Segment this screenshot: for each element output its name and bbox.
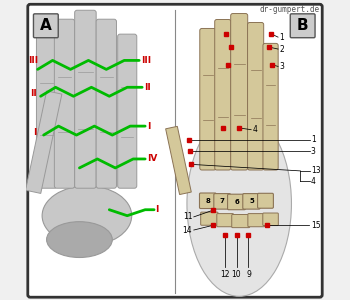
FancyBboxPatch shape <box>36 28 57 188</box>
FancyBboxPatch shape <box>258 193 273 208</box>
FancyBboxPatch shape <box>118 34 137 188</box>
Text: 10: 10 <box>232 270 242 279</box>
FancyBboxPatch shape <box>290 14 315 38</box>
Text: 4: 4 <box>253 125 258 134</box>
Text: 7: 7 <box>220 198 225 204</box>
Ellipse shape <box>47 222 112 257</box>
Text: 12: 12 <box>220 270 229 279</box>
FancyBboxPatch shape <box>96 19 117 188</box>
Text: 3: 3 <box>280 62 285 71</box>
Text: 14: 14 <box>183 226 192 235</box>
FancyBboxPatch shape <box>231 14 248 170</box>
FancyBboxPatch shape <box>201 212 218 225</box>
FancyBboxPatch shape <box>200 28 216 170</box>
Text: IV: IV <box>147 154 157 164</box>
FancyBboxPatch shape <box>34 14 58 38</box>
Polygon shape <box>166 126 191 194</box>
Ellipse shape <box>42 186 132 246</box>
Text: A: A <box>40 18 52 33</box>
Text: I: I <box>147 122 150 130</box>
Text: I: I <box>33 128 36 136</box>
Text: 11: 11 <box>183 212 192 221</box>
Text: 9: 9 <box>246 270 251 279</box>
FancyBboxPatch shape <box>75 10 96 188</box>
FancyBboxPatch shape <box>232 214 250 228</box>
FancyBboxPatch shape <box>214 194 231 209</box>
Text: 1: 1 <box>311 135 316 144</box>
Text: 1: 1 <box>280 33 284 42</box>
FancyBboxPatch shape <box>28 4 322 297</box>
FancyBboxPatch shape <box>217 214 233 227</box>
Text: 3: 3 <box>311 147 316 156</box>
FancyBboxPatch shape <box>263 213 278 226</box>
FancyBboxPatch shape <box>54 19 75 188</box>
Text: 15: 15 <box>311 221 321 230</box>
FancyBboxPatch shape <box>263 44 278 170</box>
Text: III: III <box>28 56 38 65</box>
Text: 4: 4 <box>311 177 316 186</box>
Polygon shape <box>26 91 62 194</box>
FancyBboxPatch shape <box>199 193 216 208</box>
Text: B: B <box>297 18 309 33</box>
Ellipse shape <box>187 111 292 296</box>
Text: III: III <box>141 56 151 65</box>
Text: 5: 5 <box>249 198 254 204</box>
FancyBboxPatch shape <box>228 194 245 210</box>
FancyBboxPatch shape <box>247 22 264 170</box>
Text: 2: 2 <box>280 45 284 54</box>
Text: 13: 13 <box>311 167 321 176</box>
Text: II: II <box>30 89 36 98</box>
Text: 8: 8 <box>205 198 210 204</box>
Text: I: I <box>156 205 159 214</box>
Text: dr-gumpert.de: dr-gumpert.de <box>260 5 320 14</box>
Text: 6: 6 <box>234 199 239 205</box>
FancyBboxPatch shape <box>215 20 231 170</box>
Text: II: II <box>144 83 150 92</box>
FancyBboxPatch shape <box>243 194 260 209</box>
FancyBboxPatch shape <box>248 214 265 227</box>
